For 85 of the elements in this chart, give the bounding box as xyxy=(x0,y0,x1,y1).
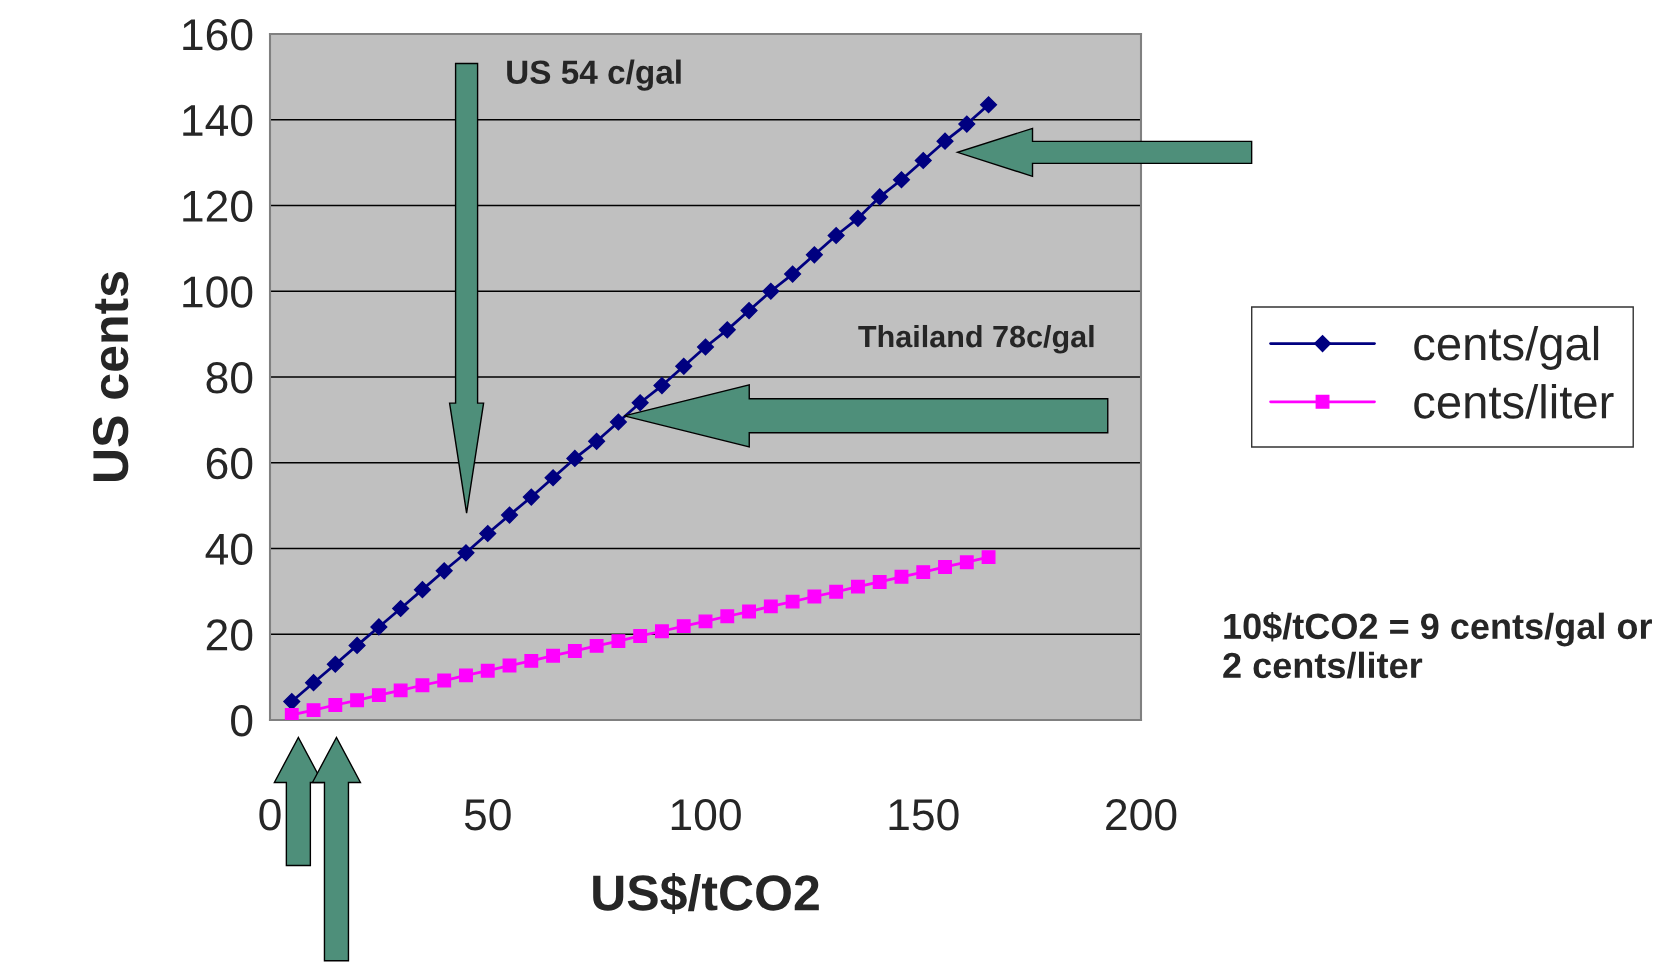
point xyxy=(566,449,584,468)
x-axis-title: US$/tCO2 xyxy=(593,873,819,914)
point xyxy=(720,609,735,624)
point xyxy=(413,581,431,599)
point xyxy=(916,565,931,580)
point xyxy=(675,357,693,375)
point xyxy=(480,663,495,678)
point xyxy=(696,338,715,356)
point xyxy=(914,151,932,170)
point xyxy=(588,432,606,450)
y-tick-label: 120 xyxy=(183,190,253,223)
y-tick-label: 0 xyxy=(231,705,253,737)
point xyxy=(609,413,627,431)
point xyxy=(655,624,669,639)
point xyxy=(479,524,497,543)
point xyxy=(589,638,604,653)
x-tick-label: 0 xyxy=(259,798,281,831)
point xyxy=(981,550,996,565)
point xyxy=(850,579,865,594)
y-tick-label: 20 xyxy=(206,619,253,651)
point xyxy=(938,559,952,574)
point xyxy=(676,619,691,634)
point xyxy=(740,301,758,320)
point xyxy=(567,644,582,658)
point xyxy=(392,599,410,618)
point xyxy=(936,132,954,150)
point xyxy=(805,246,823,264)
point xyxy=(350,693,365,708)
point xyxy=(742,604,756,619)
point xyxy=(328,698,343,712)
y-tick-label: 100 xyxy=(183,276,253,308)
point xyxy=(698,614,713,629)
point xyxy=(894,569,909,584)
y-tick-label: 60 xyxy=(206,447,253,480)
point xyxy=(849,209,867,227)
point xyxy=(459,668,473,683)
point xyxy=(546,648,561,663)
point xyxy=(611,634,626,649)
point xyxy=(763,599,778,614)
point xyxy=(785,594,800,609)
x-tick-label: 50 xyxy=(464,798,511,831)
y-tick-label: 140 xyxy=(183,104,253,137)
x-tick-label: 200 xyxy=(1106,798,1177,831)
y-tick-label: 160 xyxy=(183,19,253,51)
point xyxy=(524,653,539,668)
point xyxy=(827,226,845,245)
point xyxy=(393,683,408,698)
x-tick-label: 100 xyxy=(671,798,741,831)
point xyxy=(762,282,780,300)
point xyxy=(306,703,321,718)
point xyxy=(304,674,323,692)
point xyxy=(284,707,299,720)
legend-label: cents/liter xyxy=(1414,384,1614,419)
annotation: US 54 c/gal xyxy=(507,59,681,91)
point xyxy=(633,629,648,643)
point xyxy=(980,96,998,114)
point xyxy=(348,636,366,654)
x-tick-label: 150 xyxy=(889,798,959,831)
y-tick-label: 80 xyxy=(206,362,253,394)
point xyxy=(653,377,671,395)
point xyxy=(784,265,802,283)
point xyxy=(326,655,344,673)
point xyxy=(415,678,430,693)
annotation: Thailand 78c/gal xyxy=(858,324,1094,354)
point xyxy=(371,688,386,703)
point xyxy=(958,115,976,133)
point xyxy=(544,469,562,487)
point xyxy=(829,584,844,599)
point xyxy=(631,394,649,412)
point xyxy=(807,589,822,604)
legend-label: cents/gal xyxy=(1414,325,1599,370)
point xyxy=(370,618,388,636)
y-axis-title: US cents xyxy=(92,272,129,481)
point xyxy=(437,673,452,688)
point xyxy=(959,555,974,570)
y-tick-label: 40 xyxy=(205,533,253,566)
point xyxy=(435,562,453,580)
point xyxy=(522,488,540,506)
point xyxy=(500,506,519,524)
point xyxy=(718,321,736,339)
point xyxy=(871,188,889,206)
point xyxy=(872,574,887,589)
point xyxy=(457,544,475,562)
point xyxy=(892,171,911,189)
text: 10$/tCO2 = 9 cents/gal or 2 cents/liter xyxy=(1223,612,1652,679)
